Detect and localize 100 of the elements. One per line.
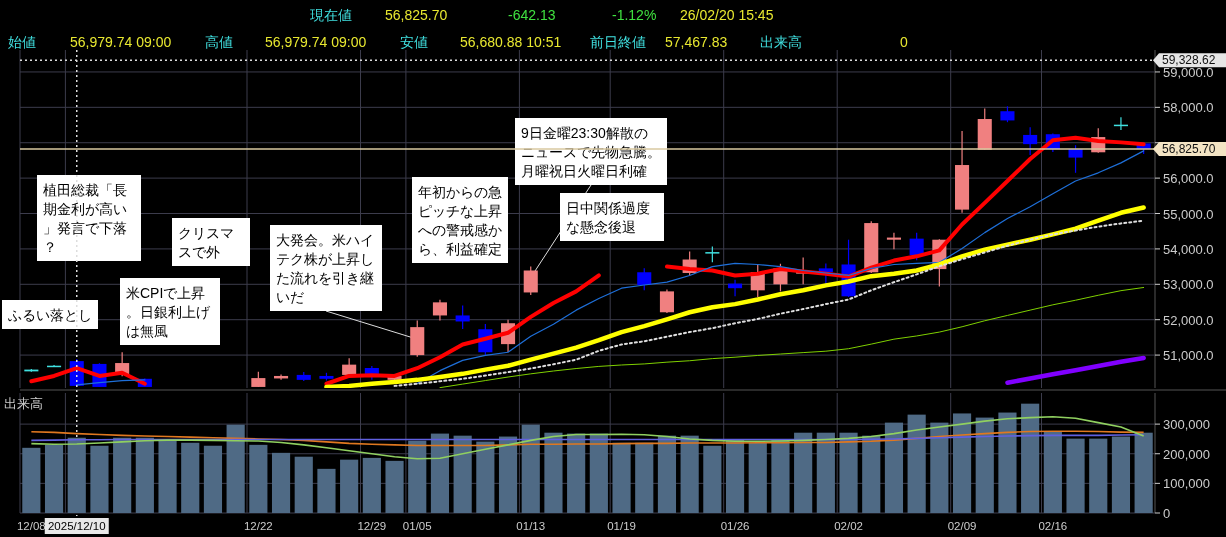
callout-box: 植田総裁「長期金利が高い」発言で下落？ (37, 175, 141, 261)
bar (294, 456, 313, 513)
bar (1021, 403, 1040, 513)
text: 出来高 (760, 34, 802, 50)
bar (453, 435, 472, 513)
bar (884, 422, 904, 513)
bar (952, 413, 972, 513)
x-tick-label: 02/09 (947, 520, 977, 532)
bar (90, 445, 109, 513)
text: 安値 (400, 34, 428, 50)
annotation: クリスマスで外 (178, 225, 234, 260)
text: 56,680.88 10:51 (460, 34, 562, 50)
y-tick-label: 56,000.0 (1163, 171, 1214, 187)
annotation: 大発会。米ハイテク株が上昇した流れを引き継いだ (276, 232, 374, 305)
bar (975, 417, 994, 513)
bar (748, 442, 767, 513)
bar (67, 437, 86, 513)
callout-box: 日中関係過度な懸念後退 (560, 193, 664, 241)
ref-line-label: 59,328.62 (1162, 53, 1216, 68)
bar (930, 422, 949, 513)
bar (44, 444, 64, 513)
bar (158, 439, 177, 513)
bar (135, 437, 154, 513)
y-tick-label: 58,000.0 (1163, 100, 1214, 116)
bar (657, 435, 677, 513)
y-tick-label: 52,000.0 (1163, 312, 1214, 328)
text: 56,825.70 (385, 7, 448, 23)
candlestick (1023, 126, 1038, 156)
bar (521, 424, 540, 513)
bar (612, 442, 631, 513)
bar (113, 437, 132, 513)
x-tick-label: 02/16 (1038, 520, 1068, 532)
bar (635, 442, 654, 513)
bar (317, 468, 336, 513)
bar (385, 460, 404, 513)
bar (181, 442, 200, 513)
line-series (30, 430, 1145, 447)
candlestick (432, 299, 447, 321)
candlestick (1068, 144, 1083, 174)
x-tick-label: 01/19 (607, 520, 636, 532)
text: 57,467.83 (665, 34, 728, 50)
line-series (439, 286, 1145, 388)
text: 高値 (205, 34, 233, 50)
bar (1043, 431, 1062, 513)
bar (816, 432, 835, 513)
bar (1111, 436, 1131, 513)
bar (271, 452, 291, 513)
bar (1134, 432, 1153, 513)
text: 26/02/20 15:45 (680, 7, 774, 23)
callout-box: ふるい落とし (2, 300, 98, 329)
y-tick-label: 51,000.0 (1163, 348, 1214, 364)
ref-line-label: 56,825.70 (1162, 141, 1216, 156)
text: -1.12% (612, 7, 657, 23)
callout-box: クリスマスで外 (172, 218, 250, 266)
candlestick (637, 267, 652, 291)
bar (1066, 438, 1085, 513)
x-tick-label: 01/26 (720, 520, 750, 532)
bar (907, 414, 926, 513)
annotation: 米CPIで上昇。日銀利上げは無風 (126, 285, 211, 339)
candlestick (909, 232, 924, 261)
annotation: ふるい落とし (7, 307, 92, 323)
line-series (393, 219, 1145, 387)
y-tick-label: 54,000.0 (1163, 241, 1214, 257)
x-tick-label: 2025/12/10 (47, 520, 106, 532)
line-series (1005, 355, 1146, 385)
y-tick-label: 53,000.0 (1163, 277, 1214, 293)
bar (226, 424, 245, 513)
bar (340, 459, 359, 513)
bar (203, 445, 223, 513)
candlestick (659, 289, 674, 314)
y-tick-label: 200,000 (1163, 446, 1210, 462)
y-tick-label: 0 (1163, 506, 1171, 521)
x-tick-label: 01/13 (516, 520, 546, 532)
text: 現在値 (310, 7, 352, 23)
y-tick-label: 100,000 (1163, 476, 1210, 492)
annotation: 9日金曜23:30解散のニュースで先物急騰。月曜祝日火曜日利確 (521, 125, 661, 179)
candlestick (523, 266, 538, 296)
text: 始値 (8, 34, 36, 50)
candlestick (455, 304, 470, 330)
bar (794, 432, 813, 513)
bar (680, 435, 699, 513)
x-tick-label: 12/08 (16, 520, 46, 532)
text: 56,979.74 09:00 (70, 34, 172, 50)
annotation: 植田総裁「長期金利が高い」発言で下落？ (43, 182, 127, 255)
bar (862, 435, 881, 513)
text: 前日終値 (590, 34, 646, 50)
line-series (30, 415, 1145, 460)
x-tick-label: 01/05 (402, 520, 432, 532)
bar (567, 433, 586, 513)
x-tick-label: 12/22 (243, 520, 273, 532)
annotation: 日中関係過度な懸念後退 (566, 200, 650, 235)
bar (249, 444, 268, 513)
bar (362, 457, 381, 513)
text: 56,979.74 09:00 (265, 34, 367, 50)
x-tick-label: 02/02 (834, 520, 863, 532)
bar (544, 432, 563, 513)
bar (408, 440, 427, 513)
bar (498, 436, 518, 513)
chart-title: 出来高 (4, 396, 43, 411)
bar (430, 433, 450, 513)
